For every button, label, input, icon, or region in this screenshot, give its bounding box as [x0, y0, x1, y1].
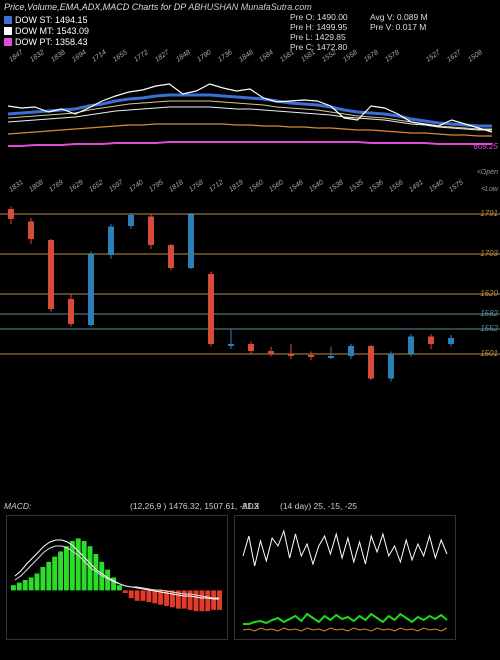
unit-open: <Open — [477, 169, 498, 176]
stats-row: Pre L: 1429.85 — [290, 32, 450, 42]
x-tick: 1808 — [28, 179, 45, 194]
hline-label: 1582 — [480, 309, 498, 318]
macd-params: (12,26,9 ) 1476.32, 1507.61, -31.3 — [130, 501, 259, 511]
x-tick: 1740 — [128, 179, 145, 194]
stats-cell — [370, 32, 450, 42]
stats-cell: Pre L: 1429.85 — [290, 32, 370, 42]
legend-label: DOW MT: 1543.09 — [15, 26, 89, 36]
x-tick: 1575 — [448, 179, 465, 194]
x-tick: 1819 — [228, 179, 245, 194]
x-tick: 1758 — [188, 179, 205, 194]
indicator-header: MACD: (12,26,9 ) 1476.32, 1507.61, -31.3… — [0, 499, 500, 515]
x-tick: 1818 — [168, 179, 185, 194]
legend: DOW ST: 1494.15DOW MT: 1543.09DOW PT: 13… — [4, 14, 89, 47]
x-tick: 1556 — [388, 179, 405, 194]
x-tick: 1831 — [8, 179, 25, 194]
x-tick: 1560 — [268, 179, 285, 194]
hline-label: 1703 — [480, 249, 498, 258]
unit-low: <Low — [481, 186, 498, 193]
x-tick: 1536 — [368, 179, 385, 194]
macd-label: MACD: — [4, 501, 31, 511]
spacer — [0, 399, 500, 499]
legend-swatch — [4, 38, 12, 46]
legend-swatch — [4, 16, 12, 24]
legend-swatch — [4, 27, 12, 35]
legend-label: DOW PT: 1358.43 — [15, 37, 88, 47]
stats-cell: Pre V: 0.017 M — [370, 22, 450, 32]
x-tick: 1560 — [248, 179, 265, 194]
x-tick: 1652 — [88, 179, 105, 194]
indicator-panels — [0, 515, 500, 640]
stats-cell: Pre H: 1499.95 — [290, 22, 370, 32]
x-tick: 1538 — [328, 179, 345, 194]
hline-label: 1791 — [480, 209, 498, 218]
candle-panel: 1831180817691629165215971740179518181758… — [0, 194, 500, 399]
price-ema-panel: 1847183218381694171416551772182718481790… — [0, 46, 500, 176]
legend-item: DOW MT: 1543.09 — [4, 25, 89, 36]
adx-inline: ADX — [242, 501, 259, 511]
adx-params: (14 day) 25, -15, -25 — [280, 501, 357, 511]
hline-label: 1620 — [480, 289, 498, 298]
pink-series-end-label: 609.25 — [474, 142, 498, 151]
x-tick: 1769 — [48, 179, 65, 194]
stats-cell: Avg V: 0.089 M — [370, 12, 450, 22]
x-tick: 1540 — [308, 179, 325, 194]
x-tick: 1795 — [148, 179, 165, 194]
legend-item: DOW ST: 1494.15 — [4, 14, 89, 25]
x-tick: 1712 — [208, 179, 225, 194]
stats-cell: Pre O: 1490.00 — [290, 12, 370, 22]
stats-row: Pre O: 1490.00Avg V: 0.089 M — [290, 12, 450, 22]
x-tick: 1546 — [288, 179, 305, 194]
macd-panel — [6, 515, 228, 640]
x-tick: 1535 — [348, 179, 365, 194]
hline-label: 1501 — [480, 349, 498, 358]
x-tick: 1629 — [68, 179, 85, 194]
chart-header: Price,Volume,EMA,ADX,MACD Charts for DP … — [0, 0, 500, 46]
stats-row: Pre H: 1499.95Pre V: 0.017 M — [290, 22, 450, 32]
x-tick: 1597 — [108, 179, 125, 194]
x-tick: 1540 — [428, 179, 445, 194]
title-left: Price,Volume,EMA,ADX,MACD Charts for DP — [4, 2, 186, 12]
x-tick: 1491 — [408, 179, 425, 194]
hline-label: 1552 — [480, 324, 498, 333]
title-center: ABHUSHAN MunafaSutra.com — [188, 2, 312, 12]
legend-label: DOW ST: 1494.15 — [15, 15, 88, 25]
adx-panel — [234, 515, 456, 640]
